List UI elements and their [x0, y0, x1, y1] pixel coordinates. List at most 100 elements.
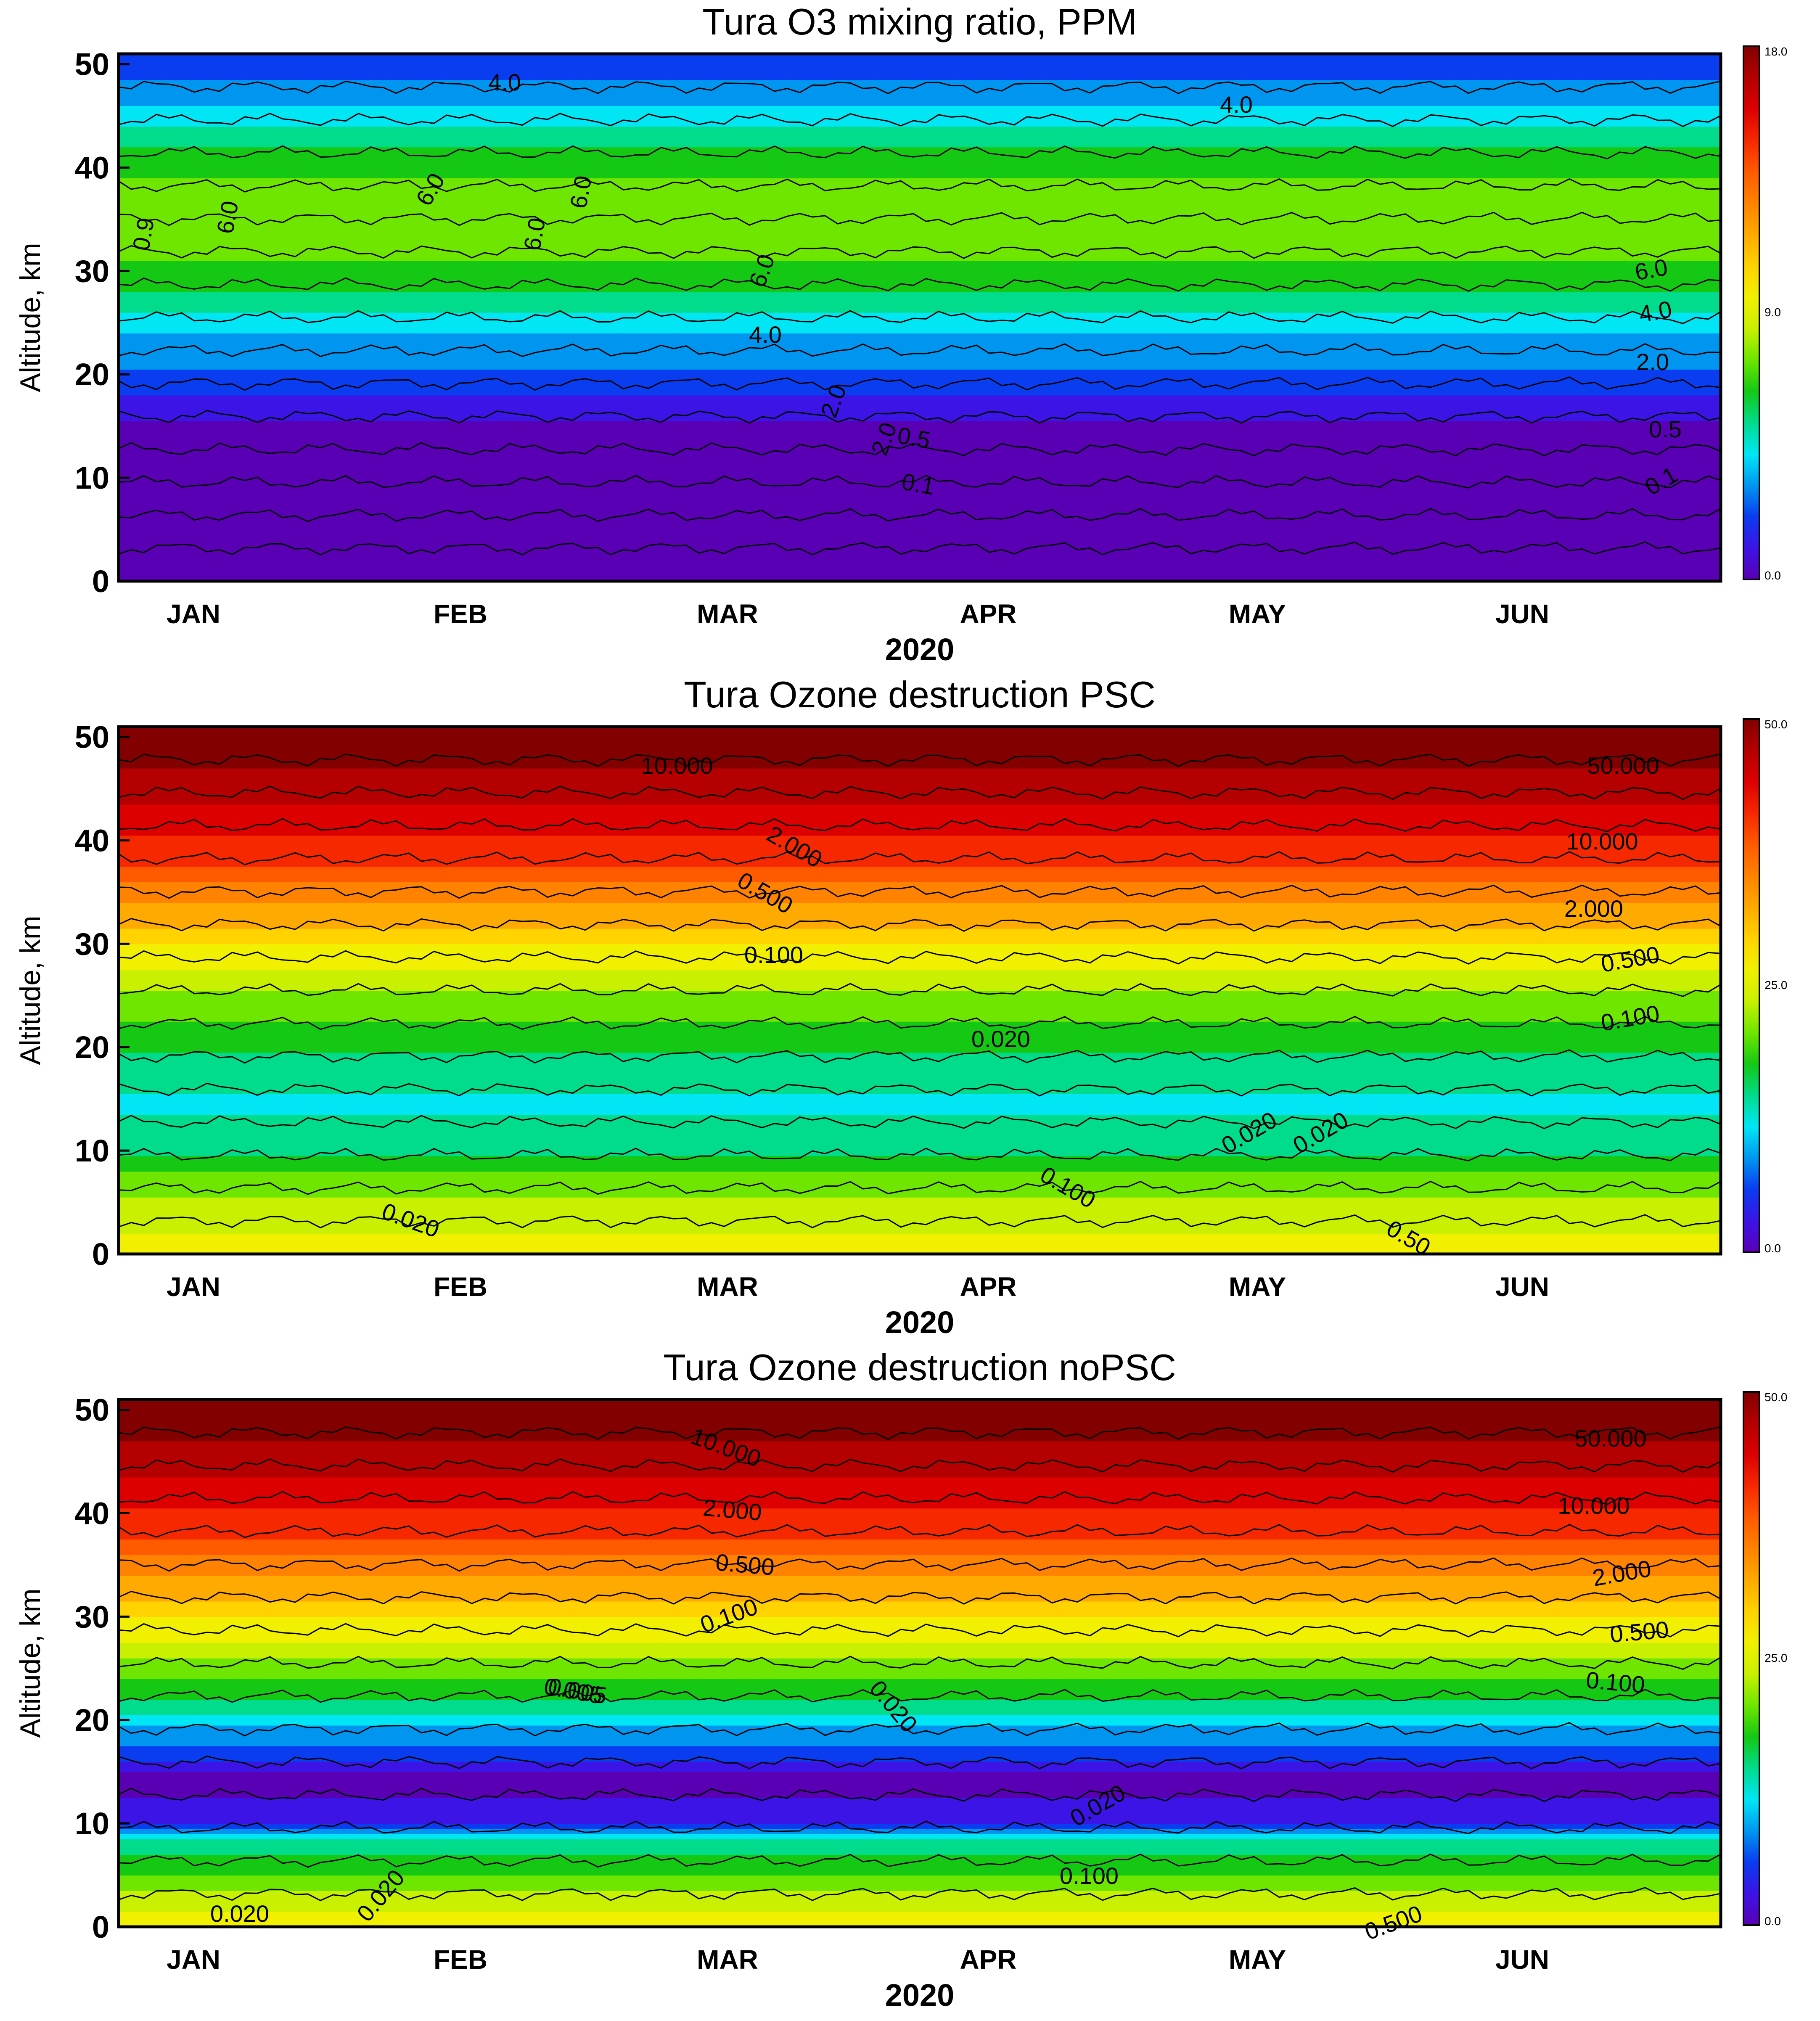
contour-band [119, 840, 1721, 846]
contour-band [119, 260, 1721, 267]
contour-band [119, 230, 1721, 235]
contour-band [119, 172, 1721, 179]
contour-band [119, 338, 1721, 344]
contour-band [119, 540, 1721, 545]
contour-band [119, 1735, 1721, 1741]
contour-value-label: 0.5 [896, 422, 933, 454]
contour-value-label: 10.000 [1566, 828, 1638, 854]
contour-band [119, 379, 1721, 385]
contour-band [119, 1073, 1721, 1079]
contour-band [119, 959, 1721, 965]
contour-band [119, 1472, 1721, 1478]
contour-line [118, 80, 1721, 95]
contour-band [119, 820, 1721, 825]
plot-frame [117, 52, 1722, 583]
contour-band [119, 804, 1721, 810]
contour-band [119, 1166, 1721, 1172]
contour-band [119, 1492, 1721, 1498]
contour-band [119, 483, 1721, 489]
contour-band [119, 462, 1721, 468]
contour-band [119, 1901, 1721, 1907]
contour-band [119, 1596, 1721, 1602]
contour-band [119, 1405, 1721, 1410]
contour-value-label: 10.000 [1558, 1492, 1630, 1519]
contour-line [118, 950, 1721, 965]
contour-value-label: 0.100 [1585, 1667, 1646, 1698]
contour-band [119, 851, 1721, 857]
contour-band [119, 1109, 1721, 1115]
contour-band [119, 1228, 1721, 1234]
y-tick-label: 20 [75, 1703, 109, 1738]
contour-band [119, 1436, 1721, 1442]
contour-band [119, 1637, 1721, 1643]
contour-band [119, 359, 1721, 365]
contour-band [119, 1668, 1721, 1674]
contour-band [119, 116, 1721, 122]
contour-line [118, 884, 1721, 899]
contour-line [118, 1082, 1721, 1097]
contour-value-label: 6.0 [518, 216, 550, 253]
colorbar: 50.0 25.0 0.0 [1743, 1391, 1788, 1928]
contour-band [119, 1410, 1721, 1415]
contour-band [119, 560, 1721, 566]
y-tick-label: 30 [75, 1599, 109, 1634]
x-tick-label: JAN [167, 599, 220, 629]
contour-band [119, 1797, 1721, 1803]
contour-band [119, 1580, 1721, 1586]
x-tick-label: MAR [697, 599, 758, 629]
contour-line [118, 113, 1721, 127]
contour-value-label: 0.020 [971, 1026, 1030, 1052]
contour-band [119, 364, 1721, 370]
contour-line [118, 1656, 1721, 1670]
contour-band [119, 928, 1721, 934]
contour-band [119, 1171, 1721, 1177]
contour-band [119, 291, 1721, 297]
contour-band [119, 975, 1721, 981]
contour-band [119, 307, 1721, 313]
contour-band [119, 193, 1721, 199]
contour-band [119, 100, 1721, 106]
contour-band [119, 555, 1721, 561]
y-tick-label: 0 [92, 1237, 109, 1272]
contour-band [119, 1099, 1721, 1105]
contour-band [119, 1233, 1721, 1239]
panel-title: Tura Ozone destruction PSC [684, 674, 1156, 715]
contour-band [119, 131, 1721, 137]
x-tick-label: FEB [434, 1272, 487, 1302]
contour-band [119, 913, 1721, 918]
contour-band [119, 1156, 1721, 1161]
contour-band [119, 250, 1721, 256]
contour-band [119, 111, 1721, 116]
contour-band [119, 1673, 1721, 1679]
contour-band [119, 431, 1721, 437]
contour-band [119, 1802, 1721, 1809]
contour-band [119, 1875, 1721, 1881]
contour-band [119, 1787, 1721, 1793]
contour-line [118, 1788, 1721, 1802]
contour-band [119, 286, 1721, 292]
colorbar: 18.0 9.0 0.0 [1743, 45, 1788, 582]
contour-line [118, 1887, 1721, 1902]
contour-line [118, 1557, 1721, 1572]
contour-band [119, 1653, 1721, 1659]
contour-value-label: 0.020 [210, 1900, 269, 1927]
contour-band [119, 1420, 1721, 1426]
y-tick-label: 20 [75, 1030, 109, 1065]
contour-band [119, 136, 1721, 142]
contour-band [119, 995, 1721, 1001]
contour-band [119, 219, 1721, 225]
contour-band [119, 1093, 1721, 1100]
colorbar-max-label: 50.0 [1764, 718, 1788, 731]
contour-line [118, 1115, 1721, 1130]
contour-band [119, 1684, 1721, 1690]
contour-band [119, 1766, 1721, 1772]
contour-band [119, 1906, 1721, 1912]
contour-band [119, 1135, 1721, 1141]
contour-value-label: 4.0 [488, 69, 521, 95]
contour-band [119, 369, 1721, 375]
colorbar-min-label: 0.0 [1764, 569, 1781, 582]
contour-band [119, 1782, 1721, 1788]
contour-band [119, 493, 1721, 499]
contour-band [119, 514, 1721, 520]
